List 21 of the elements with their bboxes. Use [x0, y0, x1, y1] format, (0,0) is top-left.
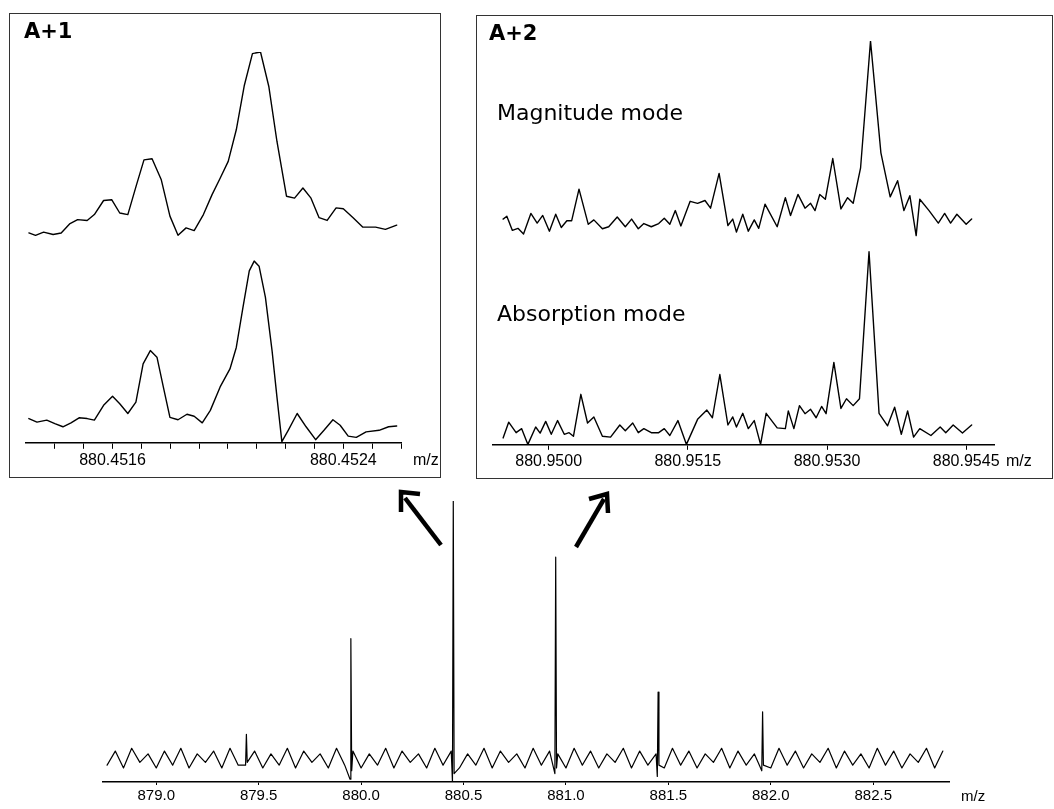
x-axis-title: m/z — [1006, 452, 1032, 470]
x-tick-label: 881.5 — [649, 786, 688, 804]
x-tick-label: 879.5 — [239, 786, 278, 804]
x-axis-title: m/z — [413, 451, 439, 469]
text: Absorption mode — [497, 301, 686, 327]
x-tick-label: 879.0 — [137, 786, 176, 804]
x-tick-label: 881.0 — [547, 786, 585, 804]
x-tick-label: 880.9545 — [932, 451, 1000, 469]
chart-title: A+2 — [489, 20, 538, 45]
x-tick-label: 880.9515 — [654, 451, 722, 469]
chart-title: A+1 — [24, 18, 73, 43]
x-tick-label: 880.9500 — [515, 451, 583, 469]
x-tick-label: 882.0 — [752, 786, 790, 804]
x-tick-label: 880.0 — [342, 786, 380, 804]
x-tick-label: 880.9530 — [793, 451, 861, 469]
x-tick-label: 880.4516 — [79, 450, 147, 468]
x-tick-label: 880.5 — [444, 786, 483, 804]
x-axis-title: m/z — [961, 786, 986, 804]
x-tick-label: 880.4524 — [309, 450, 377, 468]
x-tick-label: 882.5 — [854, 786, 892, 804]
text: Magnitude mode — [497, 100, 683, 126]
